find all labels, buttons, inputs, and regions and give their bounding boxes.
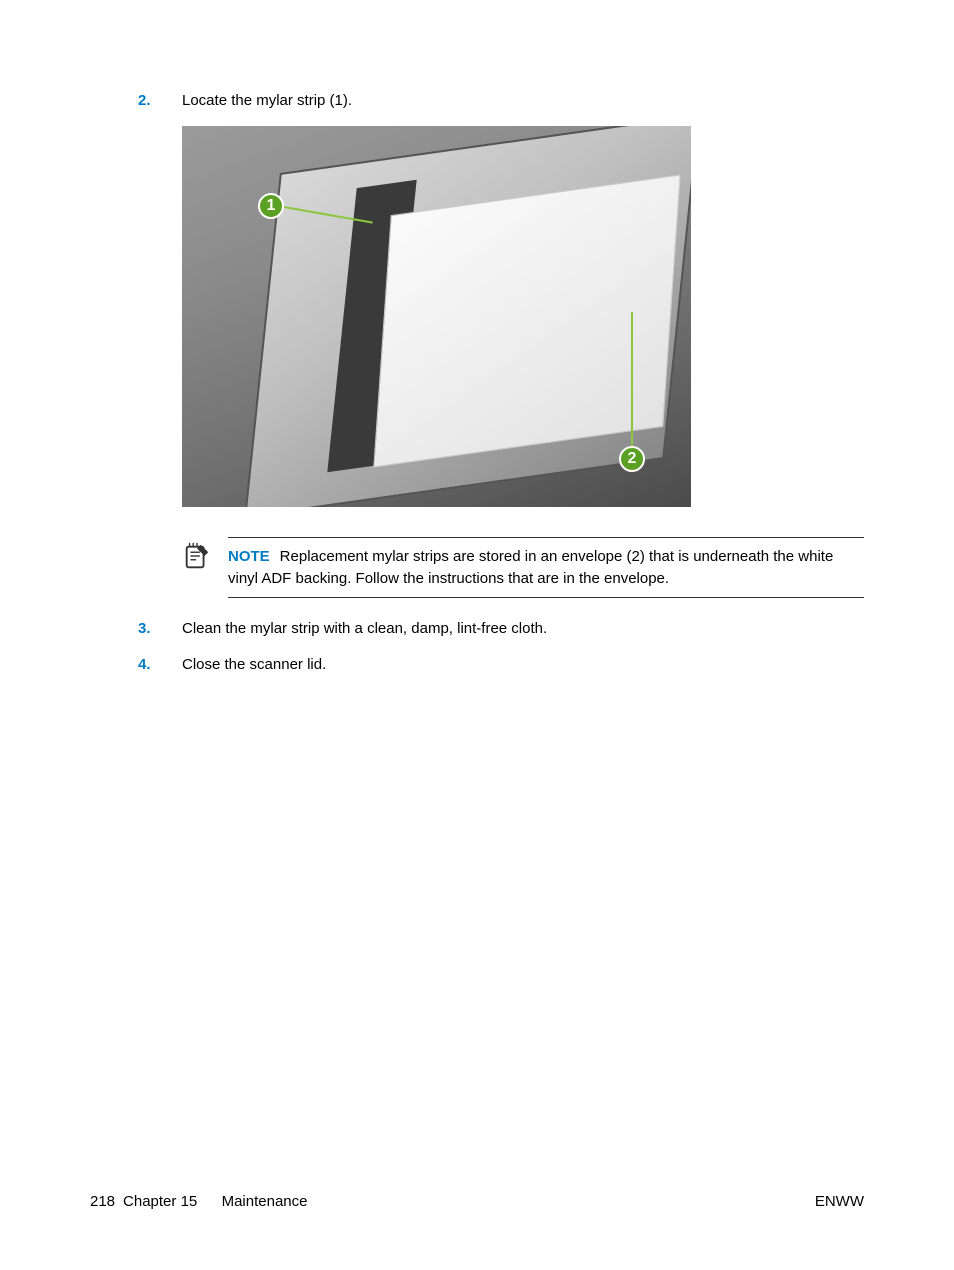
step-number: 2. [138,90,182,112]
page-footer: 218 Chapter 15 Maintenance ENWW [90,1193,864,1210]
step-2: 2. Locate the mylar strip (1). [138,90,864,112]
callout-line-2 [631,312,633,448]
footer-left: 218 Chapter 15 Maintenance [90,1193,308,1210]
note-icon [182,541,212,571]
step-number: 4. [138,654,182,676]
step-4: 4. Close the scanner lid. [138,654,864,676]
content-column: 2. Locate the mylar strip (1). 1 2 [90,90,864,676]
step-text: Locate the mylar strip (1). [182,90,864,112]
note-body: NOTEReplacement mylar strips are stored … [228,537,864,599]
step-number: 3. [138,618,182,640]
note-text: Replacement mylar strips are stored in a… [228,548,833,587]
page: 2. Locate the mylar strip (1). 1 2 [0,0,954,1270]
white-sheet-shape [373,174,680,467]
step-3: 3. Clean the mylar strip with a clean, d… [138,618,864,640]
step-text: Close the scanner lid. [182,654,864,676]
chapter-title: Maintenance [222,1193,308,1210]
callout-badge-1: 1 [258,193,284,219]
step-text: Clean the mylar strip with a clean, damp… [182,618,864,640]
figure-scanner-lid: 1 2 [182,126,691,507]
note-block: NOTEReplacement mylar strips are stored … [182,531,864,599]
page-number: 218 [90,1193,115,1210]
chapter-label: Chapter 15 [123,1193,197,1210]
footer-right: ENWW [815,1193,864,1210]
callout-badge-2: 2 [619,446,645,472]
note-label: NOTE [228,548,270,565]
figure-wrapper: 1 2 [182,126,864,507]
